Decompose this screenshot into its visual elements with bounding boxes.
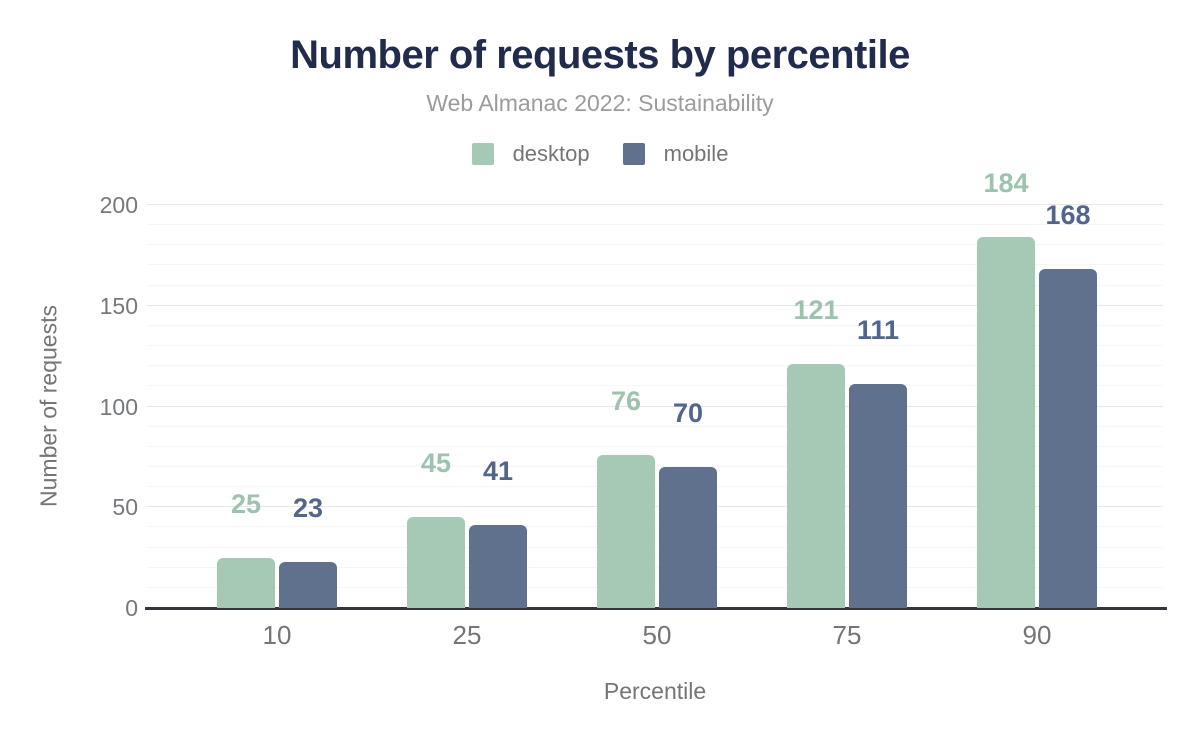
desktop-bar: [217, 557, 275, 608]
desktop-bar-value-label: 76: [610, 385, 642, 416]
legend-item-desktop: desktop: [471, 141, 590, 167]
x-axis-line: [145, 607, 1167, 610]
desktop-bar-value-label: 25: [230, 488, 262, 519]
gridline: [147, 405, 1163, 407]
legend-label: desktop: [512, 141, 590, 166]
gridline: [147, 365, 1163, 367]
desktop-bar: [597, 454, 655, 608]
gridline: [147, 324, 1163, 326]
desktop-bar: [407, 517, 465, 608]
gridline: [147, 224, 1163, 226]
x-tick-label: 25: [452, 620, 482, 650]
desktop-swatch: [471, 143, 494, 165]
desktop-bar-value-label: 121: [793, 295, 839, 326]
gridline: [147, 204, 1163, 205]
gridline: [147, 284, 1163, 286]
mobile-bar: [279, 561, 337, 608]
mobile-bar: [659, 466, 717, 608]
mobile-bar-value-label: 23: [292, 492, 324, 523]
gridline: [147, 486, 1163, 488]
desktop-bar-value-label: 45: [420, 448, 452, 479]
y-tick-label: 200: [99, 192, 138, 218]
mobile-bar-value-label: 41: [482, 456, 514, 487]
mobile-bar-value-label: 111: [856, 315, 900, 346]
gridline: [147, 345, 1163, 347]
legend-label: mobile: [663, 141, 729, 166]
legend-item-mobile: mobile: [622, 141, 729, 167]
gridline: [147, 586, 1163, 588]
gridline: [147, 425, 1163, 427]
desktop-bar: [977, 237, 1035, 608]
gridline: [147, 244, 1163, 246]
x-tick-label: 75: [832, 620, 862, 650]
mobile-bar-value-label: 70: [672, 397, 704, 428]
desktop-bar-value-label: 184: [983, 168, 1029, 199]
mobile-swatch: [622, 143, 645, 165]
gridline: [147, 546, 1163, 548]
chart-title: Number of requests by percentile: [290, 33, 910, 77]
mobile-bar: [849, 384, 907, 608]
gridline: [147, 385, 1163, 387]
x-tick-label: 90: [1022, 620, 1052, 650]
desktop-bar: [787, 364, 845, 608]
y-tick-label: 0: [125, 595, 138, 621]
y-tick-label: 150: [99, 292, 138, 319]
gridline: [147, 506, 1163, 508]
x-tick-label: 50: [642, 620, 672, 650]
gridline: [147, 465, 1163, 467]
mobile-bar: [469, 525, 527, 608]
gridline: [147, 304, 1163, 306]
gridline: [147, 264, 1163, 266]
mobile-bar: [1039, 269, 1097, 608]
chart-subtitle: Web Almanac 2022: Sustainability: [426, 90, 774, 116]
x-axis-title: Percentile: [603, 678, 707, 704]
gridline: [147, 526, 1163, 528]
y-tick-label: 100: [99, 393, 138, 420]
y-tick-label: 50: [112, 494, 138, 521]
x-tick-label: 10: [262, 620, 292, 650]
mobile-bar-value-label: 168: [1045, 200, 1091, 231]
gridline: [147, 445, 1163, 447]
plot-area: 25 23 45 41 76 70 121 111 184 168: [145, 168, 1167, 610]
gridline: [147, 566, 1163, 568]
legend: desktop mobile: [0, 141, 1200, 167]
